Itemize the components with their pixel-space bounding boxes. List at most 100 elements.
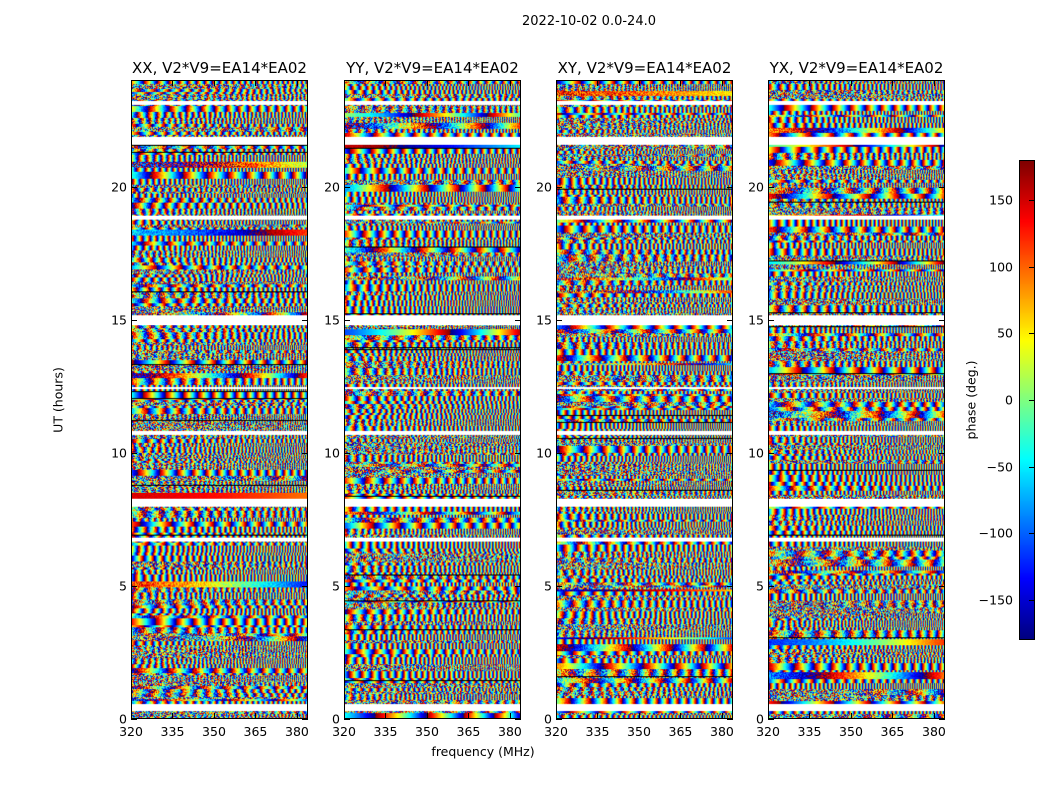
y-tick-label: 15 xyxy=(111,312,127,328)
panel-title: YY, V2*V9=EA14*EA02 xyxy=(346,59,519,77)
colorbar-tick-label: 50 xyxy=(997,325,1013,341)
y-tick xyxy=(768,452,774,454)
y-tick xyxy=(939,585,945,587)
x-tick xyxy=(638,80,640,86)
x-tick xyxy=(809,80,811,86)
x-tick-label: 380 xyxy=(710,724,734,739)
x-tick-label: 320 xyxy=(119,724,143,739)
x-tick xyxy=(255,80,257,86)
x-tick-label: 335 xyxy=(585,724,610,739)
x-tick-label: 380 xyxy=(498,724,522,739)
colorbar-tick-label: 150 xyxy=(989,192,1013,208)
x-tick xyxy=(556,713,557,719)
y-tick xyxy=(727,186,733,188)
x-tick xyxy=(426,80,428,86)
x-tick-label: 365 xyxy=(456,724,481,739)
y-tick xyxy=(768,186,774,188)
y-tick xyxy=(302,452,308,454)
y-tick-label: 15 xyxy=(536,312,552,328)
y-tick xyxy=(768,319,774,321)
x-tick xyxy=(933,80,935,86)
y-tick xyxy=(344,319,350,321)
x-tick xyxy=(213,713,215,719)
y-tick-label: 15 xyxy=(748,312,764,328)
y-tick-label: 0 xyxy=(544,711,552,727)
y-tick xyxy=(131,719,137,720)
y-tick-label: 5 xyxy=(544,578,552,594)
y-tick-label: 10 xyxy=(111,445,127,461)
x-tick xyxy=(213,80,215,86)
y-tick xyxy=(302,186,308,188)
x-tick xyxy=(296,80,298,86)
y-tick xyxy=(727,452,733,454)
y-tick-label: 5 xyxy=(119,578,127,594)
x-tick xyxy=(680,713,682,719)
y-tick xyxy=(515,186,521,188)
y-tick xyxy=(131,319,137,321)
colorbar-gradient xyxy=(1020,161,1034,639)
colorbar-tick xyxy=(1029,600,1035,601)
colorbar-tick-label: −100 xyxy=(978,525,1013,541)
x-tick-label: 365 xyxy=(668,724,693,739)
colorbar-tick xyxy=(1029,333,1035,335)
y-tick xyxy=(131,452,137,454)
y-tick xyxy=(515,719,521,720)
colorbar-tick-label: −150 xyxy=(978,592,1013,608)
x-tick xyxy=(385,713,387,719)
y-tick xyxy=(727,585,733,587)
x-tick-label: 365 xyxy=(243,724,268,739)
y-tick-label: 0 xyxy=(756,711,764,727)
y-tick xyxy=(939,719,945,720)
panel-xx: XX, V2*V9=EA14*EA02 xyxy=(131,59,308,719)
y-tick xyxy=(727,319,733,321)
x-tick xyxy=(255,713,257,719)
x-tick-label: 350 xyxy=(415,724,439,739)
y-tick xyxy=(302,719,308,720)
y-tick xyxy=(556,585,562,587)
x-tick-label: 335 xyxy=(160,724,185,739)
colorbar-tick-label: 0 xyxy=(1005,392,1013,408)
colorbar-label: phase (deg.) xyxy=(963,360,979,440)
x-tick-label: 320 xyxy=(332,724,356,739)
y-tick xyxy=(131,186,137,188)
y-tick xyxy=(556,186,562,188)
y-tick xyxy=(939,452,945,454)
heatmap-yy xyxy=(345,81,520,718)
y-tick xyxy=(556,452,562,454)
y-tick-label: 10 xyxy=(748,445,764,461)
y-tick xyxy=(939,319,945,321)
x-tick xyxy=(597,713,599,719)
x-tick xyxy=(850,713,852,719)
x-tick-label: 365 xyxy=(880,724,905,739)
y-tick xyxy=(344,452,350,454)
x-tick xyxy=(296,713,298,719)
y-tick xyxy=(344,585,350,587)
y-tick-label: 20 xyxy=(748,179,764,194)
y-tick-label: 5 xyxy=(756,578,764,594)
panel-yy: YY, V2*V9=EA14*EA02 xyxy=(344,59,521,719)
x-tick xyxy=(721,713,723,719)
x-tick xyxy=(344,80,345,86)
y-tick-label: 10 xyxy=(324,445,340,461)
panel-title: XY, V2*V9=EA14*EA02 xyxy=(557,59,732,77)
x-tick xyxy=(638,713,640,719)
x-tick xyxy=(933,713,935,719)
x-tick xyxy=(131,713,132,719)
x-tick-label: 320 xyxy=(756,724,780,739)
y-tick-label: 10 xyxy=(536,445,552,461)
y-tick xyxy=(302,319,308,321)
colorbar-tick-label: 100 xyxy=(989,259,1013,275)
x-tick xyxy=(809,713,811,719)
heatmap-yx xyxy=(769,81,944,718)
panel-title: XX, V2*V9=EA14*EA02 xyxy=(132,59,307,77)
x-tick xyxy=(892,80,894,86)
x-tick-label: 350 xyxy=(202,724,226,739)
figure-title: 2022-10-02 0.0-24.0 xyxy=(522,14,656,29)
y-tick xyxy=(131,585,137,587)
x-tick xyxy=(344,713,345,719)
y-tick xyxy=(768,719,774,720)
x-tick xyxy=(892,713,894,719)
x-tick xyxy=(768,713,769,719)
x-tick xyxy=(172,713,174,719)
